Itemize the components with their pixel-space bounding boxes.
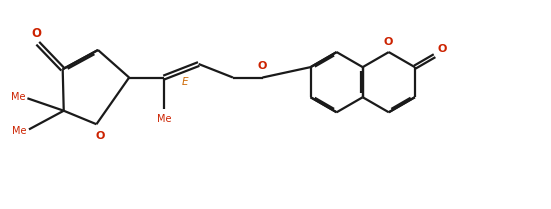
Text: O: O	[383, 37, 392, 47]
Text: Me: Me	[11, 92, 25, 102]
Text: E: E	[182, 77, 188, 87]
Text: Me: Me	[12, 126, 27, 136]
Text: Me: Me	[156, 114, 171, 124]
Text: O: O	[258, 61, 267, 71]
Text: O: O	[31, 27, 41, 40]
Text: O: O	[437, 44, 447, 54]
Text: O: O	[96, 131, 105, 141]
